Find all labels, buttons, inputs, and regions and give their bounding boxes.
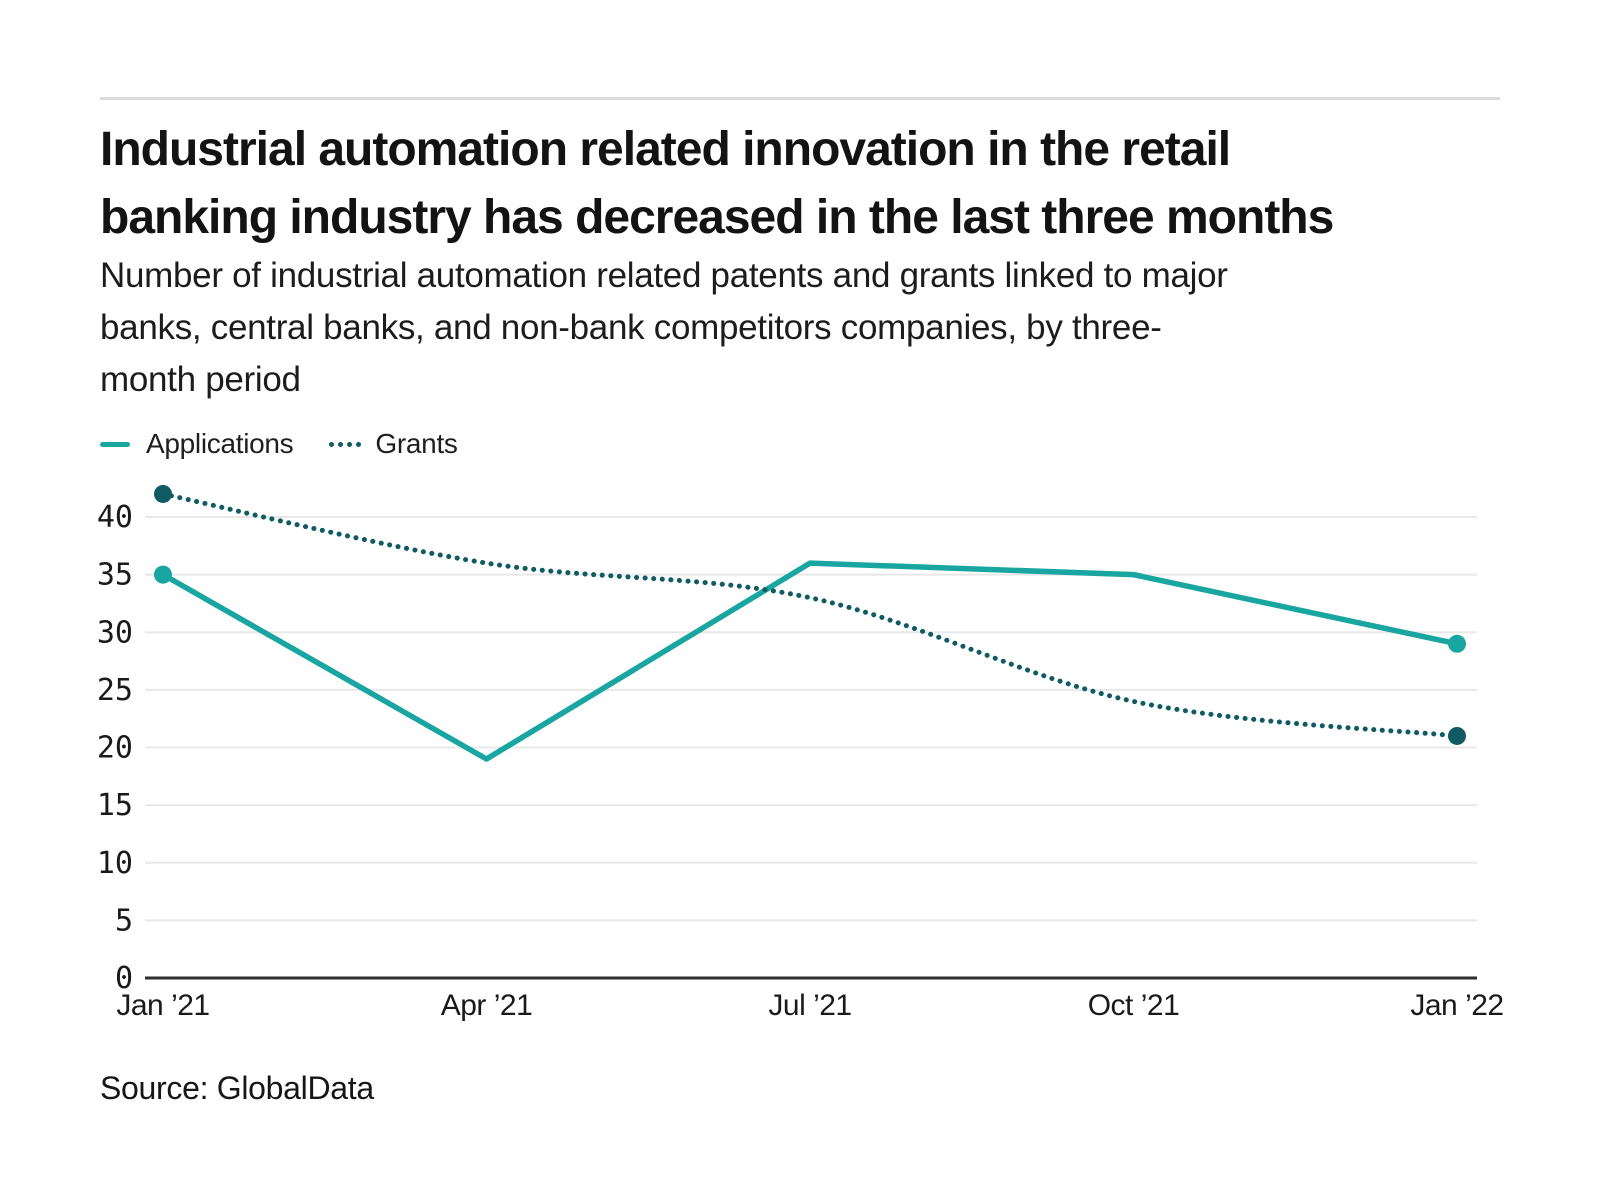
page-subtitle-line1: Number of industrial automation related …	[100, 256, 1228, 295]
page-title-line1: Industrial automation related innovation…	[100, 123, 1231, 176]
chart-legend: Applications Grants	[100, 428, 458, 460]
applications-endpoint-marker	[154, 565, 172, 584]
grants-endpoint-marker	[154, 484, 172, 503]
legend-label-applications: Applications	[146, 428, 294, 459]
legend-item-grants: Grants	[329, 428, 458, 460]
y-tick-label: 0	[115, 961, 133, 996]
grants-dotted-swatch-icon	[329, 441, 362, 447]
x-tick-label: Jan ’22	[1410, 989, 1503, 1022]
applications-line	[160, 560, 1460, 762]
y-tick-label: 5	[115, 903, 133, 938]
page-subtitle-line2: banks, central banks, and non-bank compe…	[100, 308, 1162, 347]
y-tick-label: 20	[97, 731, 133, 766]
page-subtitle: Number of industrial automation related …	[100, 250, 1520, 406]
page-title: Industrial automation related innovation…	[100, 116, 1520, 252]
top-divider	[100, 97, 1500, 100]
y-tick-label: 35	[97, 558, 133, 593]
page-subtitle-line3: month period	[100, 360, 301, 399]
y-tick-label: 25	[97, 673, 133, 708]
source-note: Source: GlobalData	[100, 1070, 374, 1106]
grants-line	[160, 491, 1460, 739]
y-tick-label: 10	[97, 846, 133, 881]
x-tick-label: Oct ’21	[1088, 989, 1180, 1022]
y-tick-label: 40	[97, 500, 133, 535]
legend-label-grants: Grants	[375, 428, 458, 459]
y-tick-label: 15	[97, 788, 133, 823]
x-tick-label: Jan ’21	[116, 989, 209, 1022]
x-tick-label: Jul ’21	[768, 989, 851, 1022]
page-title-line2: banking industry has decreased in the la…	[100, 191, 1334, 244]
applications-endpoint-marker	[1448, 634, 1466, 653]
x-tick-label: Apr ’21	[441, 989, 533, 1022]
y-tick-label: 30	[97, 615, 133, 650]
grants-endpoint-marker	[1448, 726, 1466, 745]
applications-line-swatch-icon	[100, 441, 130, 447]
legend-item-applications: Applications	[100, 428, 294, 460]
